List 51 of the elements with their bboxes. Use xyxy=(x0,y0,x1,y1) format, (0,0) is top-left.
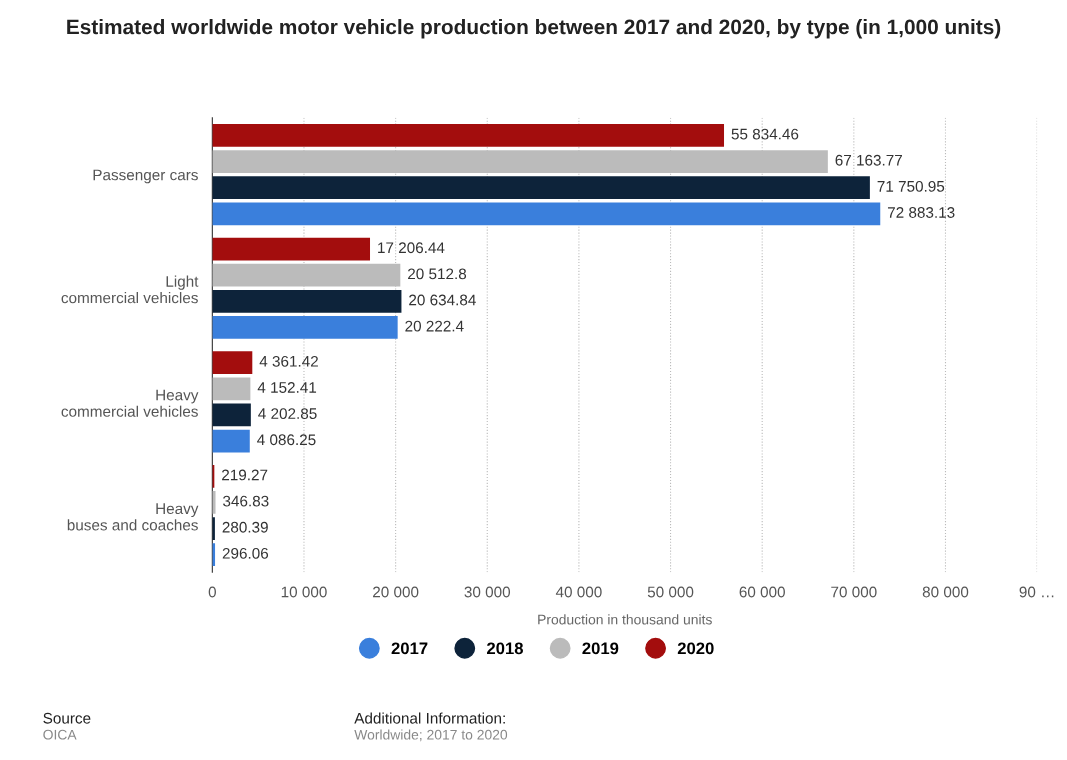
data-label: 4 152.41 xyxy=(257,382,317,393)
x-tick-label: 50 000 xyxy=(647,586,694,598)
legend-label: 2017 xyxy=(391,642,428,655)
data-label: 20 634.84 xyxy=(409,294,476,306)
data-label: 67 163.77 xyxy=(835,154,902,166)
bar xyxy=(212,316,398,339)
y-tick-label: Passenger cars xyxy=(93,169,198,184)
x-tick-label: 10 000 xyxy=(281,586,327,598)
bar xyxy=(212,491,216,514)
data-label: 4 202.85 xyxy=(258,408,317,420)
x-tick-label: 0 xyxy=(208,586,216,598)
data-label: 55 834.46 xyxy=(731,128,799,140)
bar xyxy=(212,124,725,147)
bar xyxy=(212,289,402,313)
data-label: 17 206.44 xyxy=(378,242,445,254)
x-tick-label: 70 000 xyxy=(831,586,877,598)
x-tick-label: 20 000 xyxy=(373,586,419,598)
x-tick-label: 30 000 xyxy=(464,586,511,598)
legend-label: 2020 xyxy=(677,642,714,655)
data-label: 346.83 xyxy=(223,495,269,507)
y-tick-label: Light commercial vehicles xyxy=(61,275,199,304)
text: OICA xyxy=(43,729,77,740)
y-tick-label: Heavy buses and coaches xyxy=(67,503,199,531)
data-label: 72 883.13 xyxy=(887,207,955,218)
bar xyxy=(212,403,251,427)
text: Additional Information: xyxy=(354,712,505,724)
bar xyxy=(212,377,251,401)
x-tick-label: 40 000 xyxy=(555,586,602,598)
legend-label: 2018 xyxy=(487,642,523,655)
data-label: 280.39 xyxy=(222,521,268,533)
data-label: 4 086.25 xyxy=(257,434,316,446)
x-tick-label: 90 … xyxy=(1019,586,1054,598)
bar xyxy=(212,176,870,200)
text: Worldwide; 2017 to 2020 xyxy=(354,729,508,742)
bar xyxy=(212,429,250,453)
x-tick-label: 60 000 xyxy=(739,586,785,598)
chart-title: Estimated worldwide motor vehicle production between 2017 and 2020, by type (in 1,000 units) xyxy=(67,19,1001,39)
data-label: 20 512.8 xyxy=(408,268,467,280)
x-tick-label: 80 000 xyxy=(922,586,969,598)
data-label: 4 361.42 xyxy=(259,355,318,367)
data-label: 296.06 xyxy=(222,547,269,559)
text: Source xyxy=(43,712,91,724)
y-tick-label: Heavy commercial vehicles xyxy=(61,389,199,417)
data-label: 20 222.4 xyxy=(405,320,464,332)
legend-label: 2019 xyxy=(582,642,619,655)
x-axis-title: Production in thousand units xyxy=(538,614,712,625)
bar xyxy=(212,202,881,226)
data-label: 71 750.95 xyxy=(877,180,945,192)
bar xyxy=(212,351,253,375)
data-label: 219.27 xyxy=(222,469,268,481)
bar xyxy=(212,237,371,261)
